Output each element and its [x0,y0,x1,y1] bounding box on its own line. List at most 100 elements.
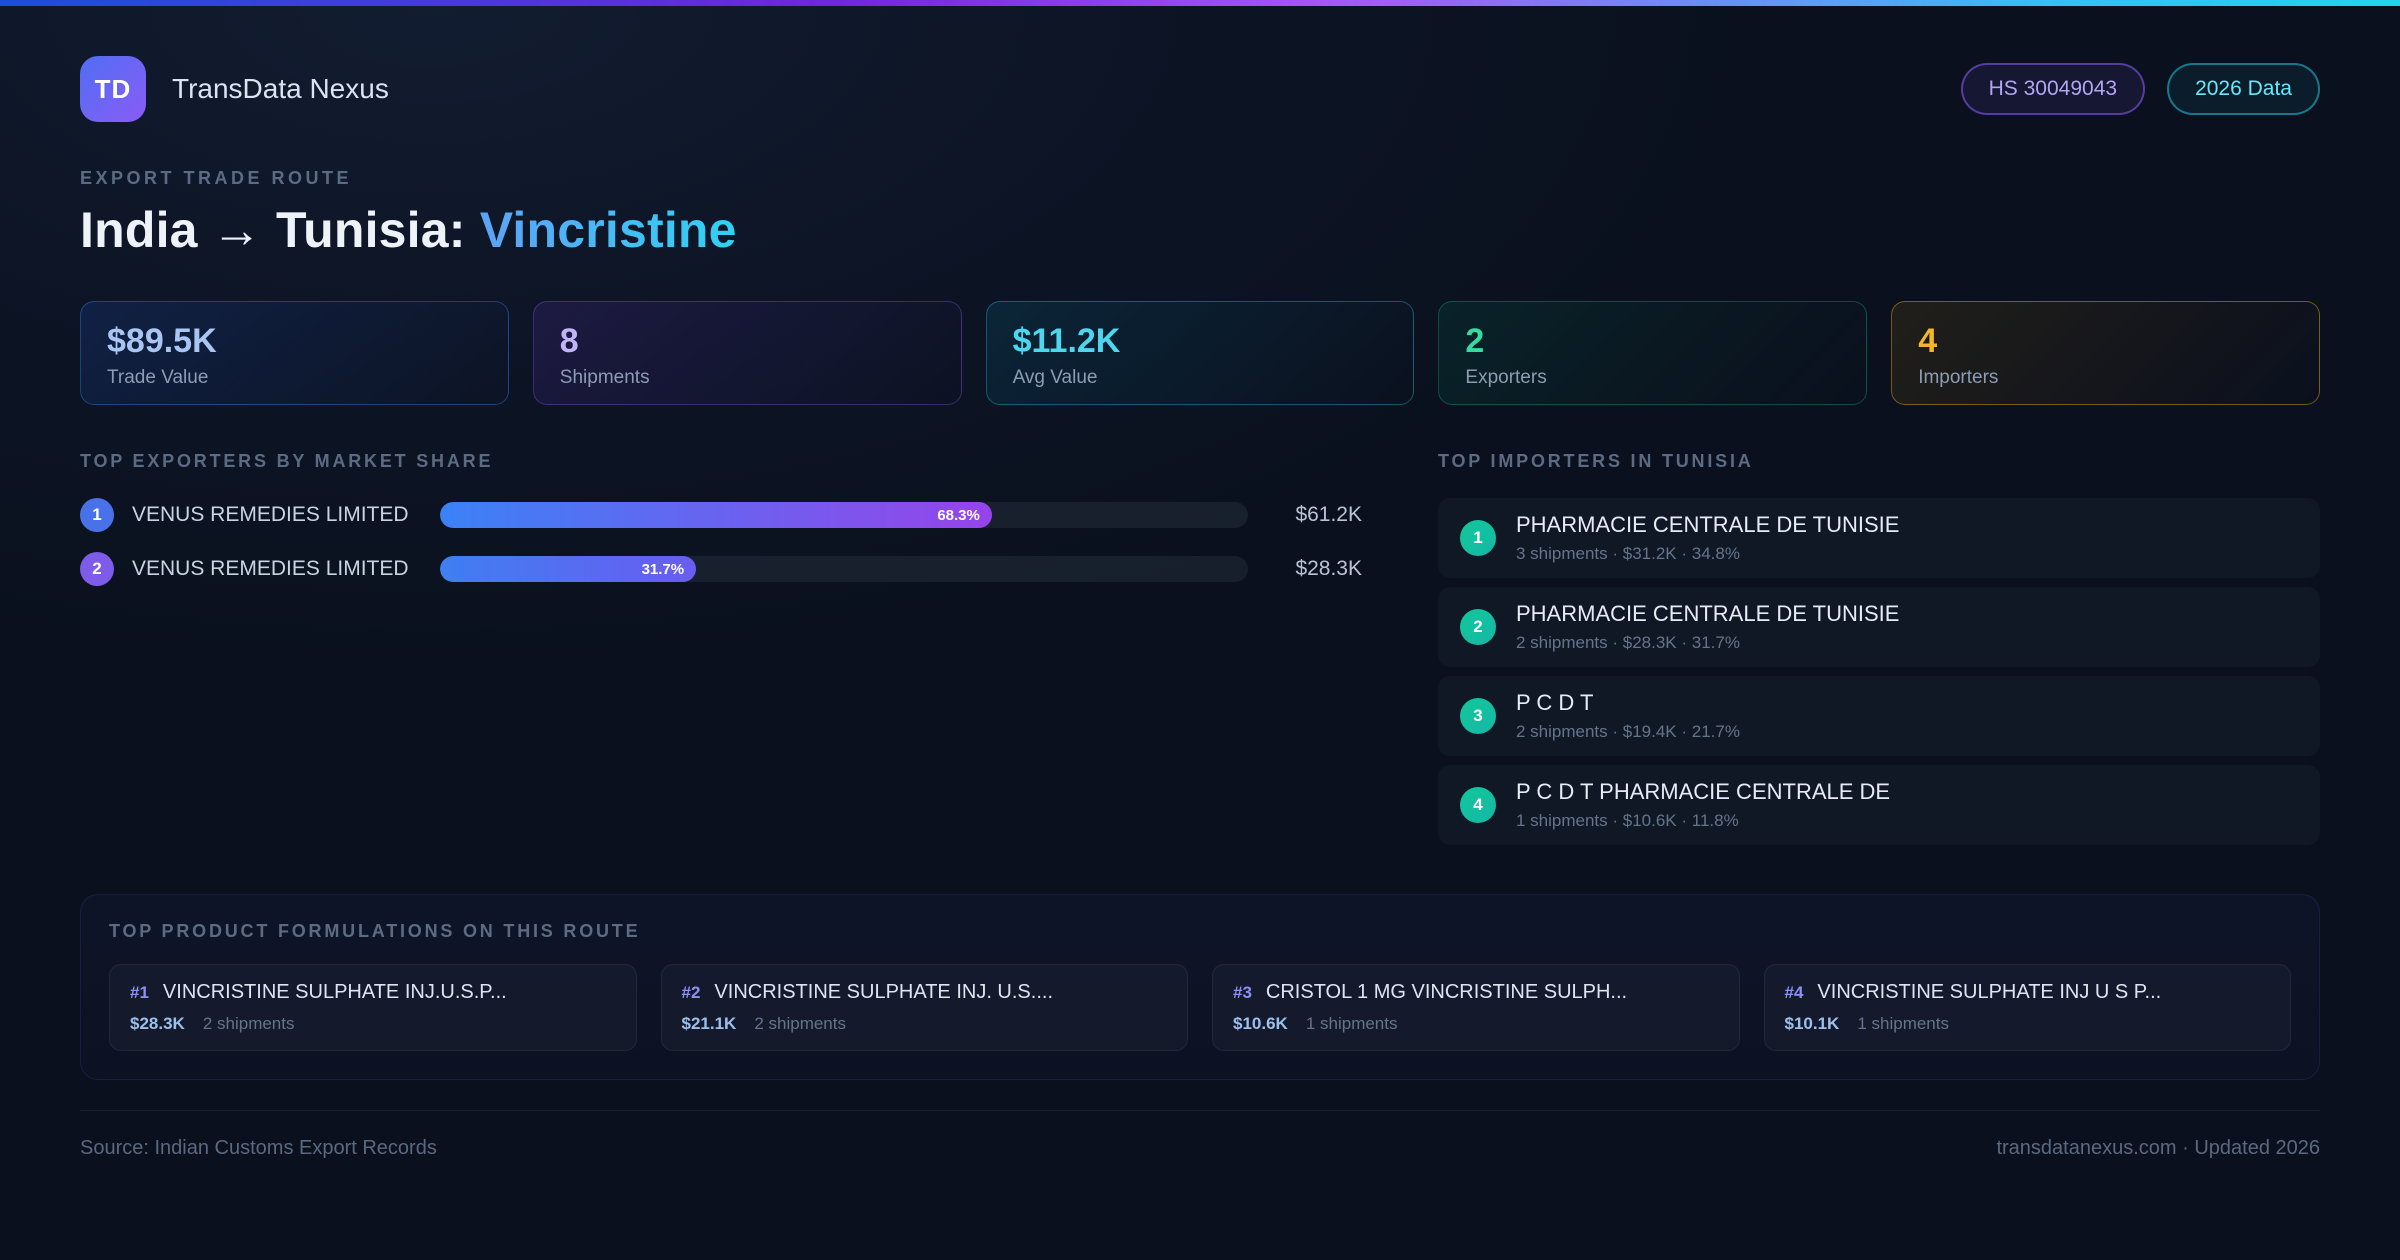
route-title-main: India → Tunisia: [80,202,480,258]
formulation-card-top: #1 VINCRISTINE SULPHATE INJ.U.S.P... [130,981,616,1004]
formulation-rank: #4 [1784,982,1804,1002]
exporters-section-title: TOP EXPORTERS BY MARKET SHARE [80,451,494,471]
footer: Source: Indian Customs Export Records tr… [80,1110,2320,1160]
importer-name: PHARMACIE CENTRALE DE TUNISIE [1516,512,1900,537]
formulation-card-bottom: $10.1K 1 shipments [1785,1014,2271,1034]
exporter-row: 1 VENUS REMEDIES LIMITED 68.3% $61.2K [80,498,1362,532]
formulation-rank: #3 [1233,982,1252,1002]
market-share-bar-track: 68.3% [440,502,1248,528]
stat-value: $89.5K [107,322,217,360]
importer-meta: 2 shipments · $28.3K · 31.7% [1516,633,1740,652]
stat-card-importers: 4 Importers [1891,301,2320,405]
market-share-bar-track: 31.7% [440,556,1248,582]
footer-source: Source: Indian Customs Export Records [80,1137,437,1159]
importer-name: PHARMACIE CENTRALE DE TUNISIE [1516,601,1900,626]
page: TD TransData Nexus HS 30049043 2026 Data… [0,56,2400,1160]
stat-value: 4 [1918,322,1938,360]
importer-info: PHARMACIE CENTRALE DE TUNISIE 2 shipment… [1516,601,1899,653]
rank-badge: 3 [1460,698,1496,734]
hs-code-badge[interactable]: HS 30049043 [1960,63,2146,115]
importer-meta: 2 shipments · $19.4K · 21.7% [1516,722,1740,741]
stat-value: 8 [559,322,579,360]
stat-card-trade-value: $89.5K Trade Value [80,301,509,405]
importer-row: 3 P C D T 2 shipments · $19.4K · 21.7% [1438,676,2320,756]
formulation-name: CRISTOL 1 MG VINCRISTINE SULPH... [1265,981,1628,1003]
formulation-shipments: 1 shipments [1857,1014,1949,1033]
formulation-card: #2 VINCRISTINE SULPHATE INJ. U.S.... $21… [660,964,1188,1051]
importers-section-title: TOP IMPORTERS IN TUNISIA [1438,451,1754,471]
formulation-shipments: 2 shipments [202,1014,295,1033]
eyebrow-label: EXPORT TRADE ROUTE [80,168,353,188]
brand-name: TransData Nexus [172,73,389,104]
stat-label: Avg Value [1012,367,1098,388]
formulation-card-bottom: $28.3K 2 shipments [130,1014,616,1034]
formulation-value: $21.1K [681,1014,737,1033]
formulation-shipments: 2 shipments [754,1014,846,1033]
formulations-title: TOP PRODUCT FORMULATIONS ON THIS ROUTE [109,921,641,941]
importer-meta: 3 shipments · $31.2K · 34.8% [1516,544,1740,563]
exporter-name: VENUS REMEDIES LIMITED [132,557,409,580]
importer-row: 4 P C D T PHARMACIE CENTRALE DE 1 shipme… [1438,765,2320,845]
footer-site: transdatanexus.com · Updated 2026 [1996,1137,2320,1159]
rank-badge: 4 [1460,787,1496,823]
rank-badge: 1 [1460,520,1496,556]
year-data-badge[interactable]: 2026 Data [2167,63,2320,115]
formulation-card-bottom: $21.1K 2 shipments [682,1014,1168,1034]
stats-row: $89.5K Trade Value 8 Shipments $11.2K Av… [80,301,2320,405]
exporter-row: 2 VENUS REMEDIES LIMITED 31.7% $28.3K [80,552,1362,586]
top-accent-bar [0,0,2400,6]
formulation-value: $10.1K [1784,1014,1840,1033]
share-percent-label: 31.7% [641,560,685,578]
rank-badge: 1 [80,498,114,532]
exporter-value: $61.2K [1295,503,1362,526]
importers-section: TOP IMPORTERS IN TUNISIA 1 PHARMACIE CEN… [1438,451,2320,854]
route-title-product: Vincristine [479,202,737,258]
formulation-rank: #1 [130,982,149,1002]
exporter-name: VENUS REMEDIES LIMITED [132,503,409,526]
formulation-rank: #2 [681,982,701,1002]
importer-info: P C D T PHARMACIE CENTRALE DE 1 shipment… [1516,779,1890,831]
formulation-card-top: #3 CRISTOL 1 MG VINCRISTINE SULPH... [1233,981,1719,1004]
market-share-bar: 68.3% [440,502,992,528]
stat-label: Importers [1918,367,1999,388]
stat-card-shipments: 8 Shipments [532,301,962,405]
formulation-card: #1 VINCRISTINE SULPHATE INJ.U.S.P... $28… [109,964,637,1051]
exporter-value: $28.3K [1295,557,1362,580]
importer-meta: 1 shipments · $10.6K · 11.8% [1516,811,1739,830]
page-title: India → Tunisia: Vincristine [80,201,2320,259]
stat-label: Trade Value [107,367,209,388]
stat-card-exporters: 2 Exporters [1438,301,1868,405]
share-percent-label: 68.3% [937,506,980,524]
formulation-card: #3 CRISTOL 1 MG VINCRISTINE SULPH... $10… [1212,964,1740,1051]
stat-value: $11.2K [1012,322,1121,360]
formulation-name: VINCRISTINE SULPHATE INJ U S P... [1817,981,2162,1003]
formulation-card-top: #2 VINCRISTINE SULPHATE INJ. U.S.... [682,981,1168,1004]
formulation-name: VINCRISTINE SULPHATE INJ.U.S.P... [162,981,507,1003]
importer-info: PHARMACIE CENTRALE DE TUNISIE 3 shipment… [1516,512,1899,564]
brand-logo: TD [80,56,146,122]
formulation-shipments: 1 shipments [1305,1014,1398,1033]
stat-card-avg-value: $11.2K Avg Value [985,301,1415,405]
formulation-cards-row: #1 VINCRISTINE SULPHATE INJ.U.S.P... $28… [109,964,2291,1051]
formulations-panel: TOP PRODUCT FORMULATIONS ON THIS ROUTE #… [80,894,2320,1080]
importer-name: P C D T PHARMACIE CENTRALE DE [1516,779,1891,804]
importer-name: P C D T [1516,690,1594,715]
formulation-value: $10.6K [1233,1014,1288,1033]
importer-info: P C D T 2 shipments · $19.4K · 21.7% [1516,690,1740,742]
formulation-card: #4 VINCRISTINE SULPHATE INJ U S P... $10… [1763,964,2291,1051]
main-content: TOP EXPORTERS BY MARKET SHARE 1 VENUS RE… [80,451,2320,854]
exporters-section: TOP EXPORTERS BY MARKET SHARE 1 VENUS RE… [80,451,1362,606]
stat-value: 2 [1465,322,1485,360]
formulation-card-bottom: $10.6K 1 shipments [1233,1014,1719,1034]
importer-row: 1 PHARMACIE CENTRALE DE TUNISIE 3 shipme… [1438,498,2320,578]
importer-row: 2 PHARMACIE CENTRALE DE TUNISIE 2 shipme… [1438,587,2320,667]
stat-label: Exporters [1465,367,1547,388]
stat-label: Shipments [559,367,650,388]
formulation-value: $28.3K [130,1014,185,1033]
formulation-card-top: #4 VINCRISTINE SULPHATE INJ U S P... [1785,981,2271,1004]
rank-badge: 2 [1460,609,1496,645]
rank-badge: 2 [80,552,114,586]
market-share-bar: 31.7% [440,556,697,582]
header: TD TransData Nexus HS 30049043 2026 Data [80,56,2320,122]
formulation-name: VINCRISTINE SULPHATE INJ. U.S.... [714,981,1053,1003]
